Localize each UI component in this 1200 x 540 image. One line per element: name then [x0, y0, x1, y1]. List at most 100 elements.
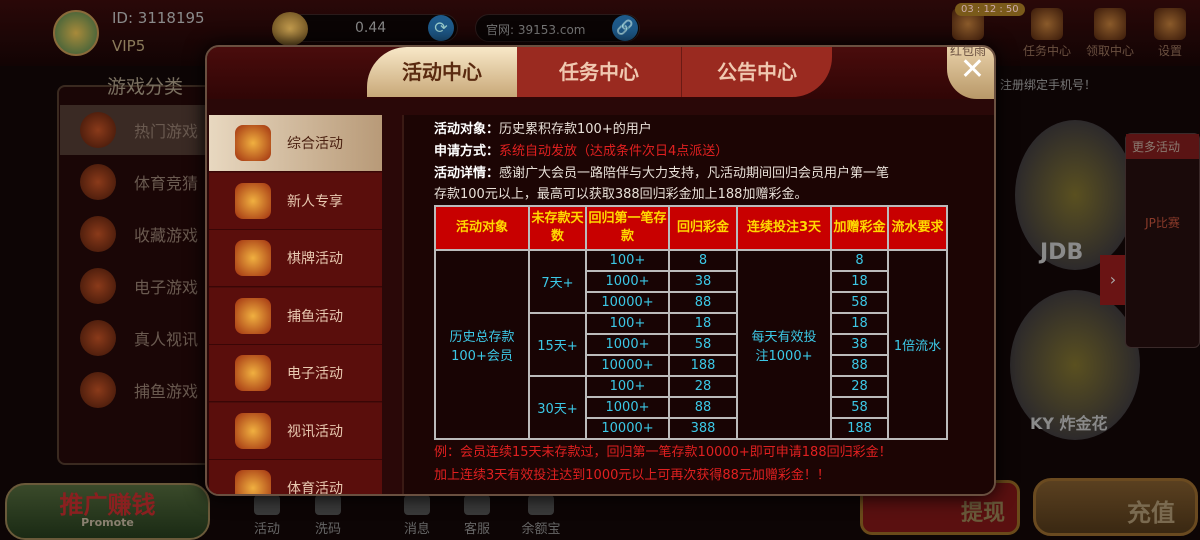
settings-button[interactable]: 设置	[1145, 8, 1195, 59]
return-bonus-cell: 8	[668, 249, 738, 272]
menu-label: 综合活动	[287, 136, 343, 152]
game-grid: JDB KY 炸金花 ›	[1000, 110, 1200, 480]
category-label: 热门游戏	[134, 122, 199, 141]
days-cell: 30天+	[528, 375, 587, 440]
nav-icon	[254, 495, 280, 515]
nav-item[interactable]: 余额宝	[516, 495, 566, 537]
table-header: 回归第一笔存款	[585, 205, 670, 251]
nav-item[interactable]: 洗码	[303, 495, 353, 537]
category-item[interactable]: 体育竞猜	[80, 157, 210, 207]
nav-label: 活动	[253, 522, 280, 537]
label: 申请方式：	[434, 144, 500, 159]
category-icon	[80, 372, 116, 408]
category-icon	[80, 164, 116, 200]
target-cell: 历史总存款100+会员	[434, 249, 530, 440]
category-label: 体育竞猜	[134, 174, 199, 193]
value: 感谢广大会员一路陪伴与大力支持，凡活动期间回归会员用户第一笔	[499, 166, 890, 181]
activity-content: 活动对象：历史累积存款100+的用户 申请方式：系统自动发放（达成条件次日4点派…	[402, 115, 994, 494]
activity-icon	[235, 412, 271, 449]
link-icon[interactable]: 🔗	[612, 15, 638, 41]
more-title: 更多活动	[1126, 134, 1199, 159]
return-bonus-cell: 18	[668, 312, 738, 335]
days-cell: 7天+	[528, 249, 587, 314]
detail-line: 活动详情：感谢广大会员一路陪伴与大力支持，凡活动期间回归会员用户第一笔	[434, 162, 889, 181]
nav-icon	[528, 495, 554, 515]
target-line: 活动对象：历史累积存款100+的用户	[434, 118, 652, 137]
tab-announcement-center[interactable]: 公告中心	[682, 47, 832, 97]
extra-bonus-cell: 58	[830, 291, 889, 314]
activity-icon	[235, 355, 271, 391]
category-item[interactable]: 真人视讯	[80, 313, 210, 363]
coin-icon	[272, 12, 308, 46]
category-item[interactable]: 捕鱼游戏	[80, 365, 210, 415]
user-id: ID: 3118195	[112, 9, 205, 27]
jp-contest[interactable]: JP比赛	[1145, 216, 1180, 230]
activity-icon	[235, 297, 271, 334]
recharge-button[interactable]: 充值	[1033, 478, 1198, 536]
tab-activity-center[interactable]: 活动中心	[367, 47, 517, 97]
category-label: 收藏游戏	[134, 226, 199, 245]
game-ky[interactable]: KY 炸金花	[1010, 290, 1140, 440]
value: 历史累积存款100+的用户	[499, 122, 652, 137]
refresh-icon[interactable]: ⟳	[428, 15, 454, 41]
detail-line-2: 存款100元以上，最高可以获取388回归彩金加上188加赠彩金。	[434, 187, 808, 202]
menu-label: 视讯活动	[287, 423, 343, 440]
menu-item[interactable]: 视讯活动	[209, 402, 382, 460]
return-bonus-cell: 188	[668, 354, 738, 377]
days-cell: 15天+	[528, 312, 587, 377]
nav-label: 洗码	[314, 522, 341, 537]
game-jdb[interactable]: JDB	[1015, 120, 1135, 270]
menu-label: 棋牌活动	[287, 251, 343, 267]
table-row: 1000+ 88 58	[435, 396, 947, 419]
avatar[interactable]	[53, 10, 99, 56]
deposit-cell: 1000+	[585, 270, 670, 293]
table-row: 30天+ 100+ 28 28	[435, 375, 947, 440]
table-row: 10000+ 88 58	[435, 291, 947, 314]
table-row: 历史总存款100+会员 7天+ 100+ 8 每天有效投注1000+ 8 1倍流水	[434, 249, 948, 440]
task-center-button[interactable]: 任务中心	[1022, 8, 1072, 59]
tab-task-center[interactable]: 任务中心	[517, 47, 682, 97]
table-header: 流水要求	[887, 205, 948, 251]
table-header: 活动对象	[434, 205, 530, 251]
category-item[interactable]: 收藏游戏	[80, 209, 210, 259]
example-note-2: 加上连续3天有效投注达到1000元以上可再次获得88元加赠彩金！！	[434, 468, 830, 483]
balance-value: 0.44	[355, 20, 387, 36]
menu-item[interactable]: 综合活动	[209, 115, 382, 172]
label: 活动对象：	[434, 122, 500, 137]
nav-item[interactable]: 客服	[452, 495, 502, 537]
promote-button[interactable]: 推广赚钱 Promote	[5, 483, 210, 540]
menu-label: 捕鱼活动	[287, 308, 343, 325]
lion-icon	[1094, 8, 1126, 40]
return-bonus-cell: 28	[668, 375, 738, 398]
deposit-cell: 100+	[585, 312, 670, 335]
nav-label: 消息	[403, 522, 430, 537]
label: 设置	[1157, 44, 1182, 58]
category-label: 真人视讯	[134, 330, 199, 349]
promo-label: 推广赚钱	[59, 491, 156, 519]
chevron-right-icon[interactable]: ›	[1100, 255, 1126, 305]
menu-item[interactable]: 捕鱼活动	[209, 287, 382, 345]
menu-label: 新人专享	[287, 193, 343, 210]
reward-table: 活动对象 未存款天数 回归第一笔存款 回归彩金 连续投注3天 加赠彩金 流水要求 历史总存款1…	[434, 205, 948, 440]
table-header: 未存款天数	[528, 205, 587, 251]
menu-item[interactable]: 体育活动	[209, 460, 382, 494]
category-icon	[80, 320, 116, 356]
table-row: 1000+ 58 38	[435, 333, 947, 356]
menu-item[interactable]: 新人专享	[209, 172, 382, 230]
activity-icon	[235, 182, 271, 219]
more-activities[interactable]: 更多活动 JP比赛	[1125, 133, 1200, 348]
nav-item[interactable]: 消息	[392, 495, 442, 537]
extra-bonus-cell: 58	[830, 396, 889, 419]
nav-item[interactable]: 活动	[242, 495, 292, 537]
menu-item[interactable]: 电子活动	[209, 345, 382, 402]
menu-label: 电子活动	[287, 366, 343, 382]
claim-center-button[interactable]: 领取中心	[1085, 8, 1135, 59]
menu-item[interactable]: 棋牌活动	[209, 230, 382, 287]
table-header: 连续投注3天	[736, 205, 832, 251]
example-note: 例：会员连续15天未存款过，回归第一笔存款10000+即可申请188回归彩金！	[434, 445, 892, 460]
table-header: 回归彩金	[668, 205, 738, 251]
game-label: JDB	[1040, 240, 1084, 265]
extra-bonus-cell: 28	[830, 375, 889, 398]
category-item[interactable]: 电子游戏	[80, 261, 210, 311]
category-item[interactable]: 热门游戏	[60, 105, 210, 155]
